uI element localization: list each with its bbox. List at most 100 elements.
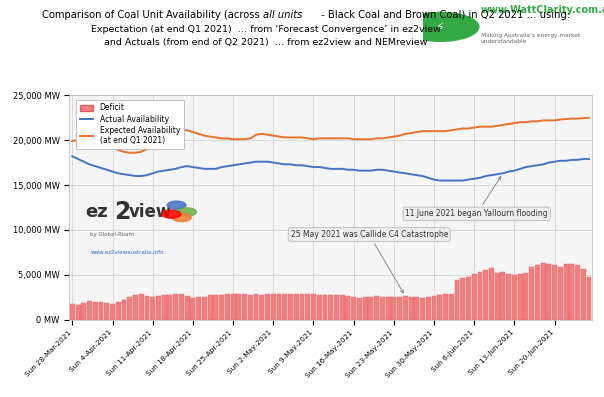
Bar <box>518 274 522 320</box>
Bar <box>529 267 534 320</box>
Bar <box>316 295 322 320</box>
Bar <box>339 295 345 320</box>
Bar <box>368 297 373 320</box>
Bar <box>501 272 506 320</box>
Bar <box>93 302 98 320</box>
Bar <box>357 298 362 320</box>
Bar <box>426 297 431 320</box>
Bar <box>495 273 500 320</box>
Bar <box>82 303 86 320</box>
Bar <box>362 297 368 320</box>
Bar <box>541 263 545 320</box>
Bar <box>391 297 396 320</box>
Bar <box>300 295 304 320</box>
Bar <box>208 295 213 320</box>
Text: 25 May 2021 was Callide C4 Catastrophe: 25 May 2021 was Callide C4 Catastrophe <box>291 230 448 293</box>
Bar <box>409 297 414 320</box>
Bar <box>345 296 350 320</box>
Bar <box>150 297 155 320</box>
Legend: Deficit, Actual Availability, Expected Availability
(at end Q1 2021): Deficit, Actual Availability, Expected A… <box>76 100 184 149</box>
Bar <box>277 295 281 320</box>
Bar <box>414 297 419 320</box>
Bar <box>213 295 218 320</box>
Text: www.ez2viewaustralia.info: www.ez2viewaustralia.info <box>91 250 164 255</box>
Bar <box>472 274 477 320</box>
Bar <box>185 296 190 320</box>
Bar <box>483 270 488 320</box>
Bar <box>558 267 563 320</box>
Bar <box>466 277 471 320</box>
Bar <box>506 274 511 320</box>
Circle shape <box>162 210 181 218</box>
Text: by Global-Roam: by Global-Roam <box>91 232 134 237</box>
Text: Expectation (at end Q1 2021)  … from ‘Forecast Convergence’ in ez2view: Expectation (at end Q1 2021) … from ‘For… <box>91 25 441 34</box>
Bar <box>219 295 224 320</box>
Bar <box>374 296 379 320</box>
Text: Making Australia’s energy market understandable: Making Australia’s energy market underst… <box>481 33 580 44</box>
Bar <box>196 297 201 320</box>
Bar <box>547 264 551 320</box>
Text: 2: 2 <box>114 200 130 224</box>
Bar <box>323 295 327 320</box>
Bar <box>133 295 138 320</box>
Circle shape <box>172 214 191 222</box>
Bar <box>334 295 339 320</box>
Bar <box>225 295 230 320</box>
Bar <box>127 297 132 320</box>
Text: www.WattClarity.com.au: www.WattClarity.com.au <box>481 5 604 15</box>
Bar <box>248 295 252 320</box>
Bar <box>294 295 299 320</box>
Bar <box>265 293 270 320</box>
Circle shape <box>167 201 186 209</box>
Bar <box>162 295 167 320</box>
Bar <box>116 302 121 320</box>
Bar <box>110 304 115 320</box>
Bar <box>535 265 540 320</box>
Bar <box>570 264 574 320</box>
Bar <box>236 295 241 320</box>
Bar <box>380 297 385 320</box>
Bar <box>455 280 460 320</box>
Bar <box>403 296 408 320</box>
Bar <box>121 300 126 320</box>
Bar <box>87 301 92 320</box>
Bar <box>259 295 264 320</box>
Bar <box>104 303 109 320</box>
Text: ⚡: ⚡ <box>436 20 445 33</box>
Bar <box>449 295 454 320</box>
Bar <box>512 275 517 320</box>
Bar <box>478 272 483 320</box>
Bar <box>397 297 402 320</box>
Bar <box>328 295 333 320</box>
Bar <box>386 297 391 320</box>
Text: Comparison of Coal Unit Availability (across: Comparison of Coal Unit Availability (ac… <box>42 10 263 20</box>
Bar <box>586 278 591 320</box>
Bar <box>242 295 247 320</box>
Bar <box>581 269 586 320</box>
Bar <box>190 298 195 320</box>
Bar <box>271 293 275 320</box>
Bar <box>202 297 207 320</box>
Bar <box>254 295 259 320</box>
Bar <box>564 264 568 320</box>
Text: all units: all units <box>263 10 302 20</box>
Text: view: view <box>129 203 172 221</box>
Bar <box>70 304 75 320</box>
Bar <box>351 297 356 320</box>
Bar <box>305 293 310 320</box>
Bar <box>311 295 316 320</box>
Bar <box>231 293 236 320</box>
Bar <box>98 302 103 320</box>
Bar <box>144 296 149 320</box>
Bar <box>156 296 161 320</box>
Bar <box>179 295 184 320</box>
Bar <box>489 268 494 320</box>
Text: and Actuals (from end of Q2 2021)  … from ez2view and NEMreview: and Actuals (from end of Q2 2021) … from… <box>104 38 428 47</box>
Circle shape <box>402 12 479 41</box>
Bar <box>432 296 437 320</box>
Text: ez: ez <box>85 203 108 221</box>
Circle shape <box>178 208 196 216</box>
Bar <box>443 295 448 320</box>
Bar <box>173 295 178 320</box>
Bar <box>167 295 172 320</box>
